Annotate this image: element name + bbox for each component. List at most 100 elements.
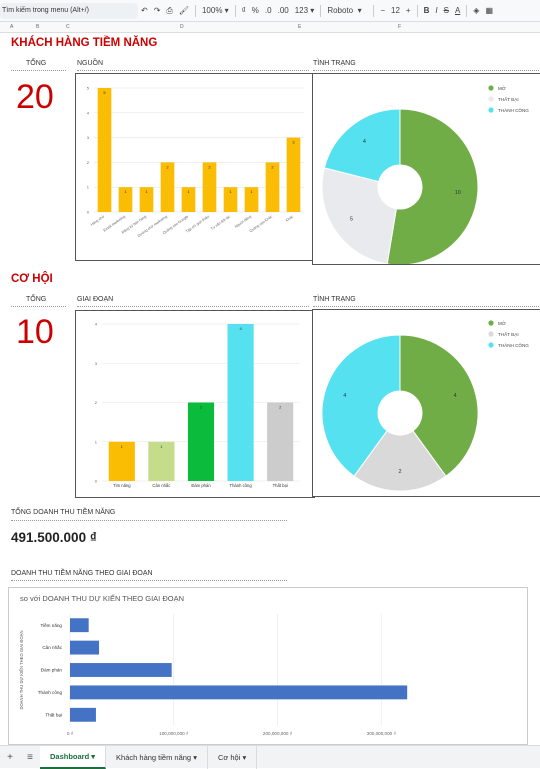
bar	[70, 618, 89, 633]
bar-data-label: 1	[145, 189, 148, 194]
leads-title: KHÁCH HÀNG TIỀM NĂNG	[11, 37, 158, 49]
tab-opportunities[interactable]: Cơ hội ▾	[208, 745, 258, 769]
opps-total-value: 10	[16, 313, 54, 351]
y-tick-label: 3	[87, 135, 90, 140]
y-tick-label: Thất bại	[45, 712, 62, 717]
legend-label: THẤT BẠI	[498, 331, 519, 337]
pie-slice	[386, 108, 479, 266]
bar-data-label: 3	[292, 140, 295, 145]
strikethrough-button[interactable]: S	[443, 6, 449, 15]
y-tick-label: Tiềm năng	[40, 623, 62, 628]
column-c-header[interactable]: C	[66, 24, 70, 30]
opps-total-label: TỔNG	[26, 296, 47, 303]
toolbar: Tìm kiếm trong menu (Alt+/) ↶ ↷ ⎙ 🖌 100%…	[0, 0, 540, 22]
leads-status-chart[interactable]: 10 5 4 MỞ THẤT BẠI THÀNH CÔNG	[312, 73, 540, 266]
x-tick-label: 100,000,000 ₫	[159, 731, 188, 736]
x-tick-label: 300,000,000 ₫	[367, 731, 396, 736]
slice-data-label: 5	[350, 217, 353, 223]
legend-label: MỞ	[498, 320, 506, 326]
revenue-total-value: 491.500.000 ₫	[11, 530, 97, 545]
legend-swatch	[488, 96, 494, 102]
bar	[70, 685, 408, 700]
revenue-total-label: TỔNG DOANH THU TIỀM NĂNG	[11, 509, 116, 516]
menu-search-input[interactable]: Tìm kiếm trong menu (Alt+/)	[0, 2, 138, 19]
bar-data-label: 1	[160, 444, 163, 449]
bar-data-label: 1	[229, 189, 232, 194]
slice-data-label: 4	[343, 393, 346, 399]
opps-status-label: TÌNH TRẠNG	[313, 296, 356, 303]
revenue-chart-title: so với DOANH THU DỰ KIẾN THEO GIAI ĐOẠN	[20, 594, 184, 603]
column-a-header[interactable]: A	[10, 24, 14, 30]
more-formats-button[interactable]: 123 ▾	[294, 6, 315, 15]
x-tick-label: Tập chí giới thiệu	[185, 215, 210, 234]
x-tick-label: Quảng cáo Khác	[249, 214, 273, 233]
bar-data-label: 4	[239, 326, 242, 331]
legend-label: THÀNH CÔNG	[498, 342, 529, 348]
text-color-button[interactable]: A	[454, 6, 461, 15]
y-tick-label: Đàm phán	[41, 668, 63, 673]
bar	[97, 88, 112, 212]
bar	[227, 324, 254, 481]
decrease-decimal-button[interactable]: .0	[264, 6, 272, 15]
bar	[70, 707, 96, 722]
paint-format-icon[interactable]: 🖌	[178, 6, 189, 15]
revenue-by-stage-label: DOANH THU TIỀM NĂNG THEO GIAI ĐOẠN	[11, 570, 153, 577]
x-tick-label: 0 ₫	[67, 731, 73, 736]
bar	[148, 441, 175, 481]
sheet-grid: KHÁCH HÀNG TIỀM NĂNG TỔNG 20 NGUỒN TÌNH …	[0, 33, 540, 745]
font-size-input[interactable]: 12	[391, 6, 400, 15]
bar	[267, 402, 294, 481]
leads-status-label: TÌNH TRẠNG	[313, 60, 356, 67]
column-f-header[interactable]: F	[398, 24, 402, 30]
opps-title: CƠ HỘI	[11, 273, 53, 285]
currency-format-button[interactable]: ₫	[241, 6, 246, 15]
bold-button[interactable]: B	[423, 6, 430, 15]
font-size-decrease-button[interactable]: −	[380, 6, 385, 15]
bar-data-label: 2	[279, 405, 282, 410]
add-sheet-icon[interactable]: +	[7, 751, 13, 763]
bar-data-label: 1	[250, 189, 253, 194]
bar-data-label: 2	[271, 164, 274, 169]
leads-source-chart[interactable]: 0 1 2 3 4 5 5 Hàng chờ 1 Email marketing 1 Đăng ký …	[75, 73, 315, 261]
sheet-tabs-bar: + ≡ Dashboard ▾ Khách hàng tiềm năng ▾ C…	[0, 745, 540, 769]
bar	[70, 663, 172, 677]
y-tick-label: Thành công	[38, 690, 63, 695]
column-b-header[interactable]: B	[36, 24, 40, 30]
tab-leads[interactable]: Khách hàng tiềm năng ▾	[106, 745, 208, 769]
undo-icon[interactable]: ↶	[141, 6, 148, 15]
revenue-chart[interactable]: so với DOANH THU DỰ KIẾN THEO GIAI ĐOẠN …	[8, 587, 528, 745]
italic-button[interactable]: I	[435, 6, 438, 15]
x-tick-label: Thành công	[230, 483, 253, 488]
print-icon[interactable]: ⎙	[166, 5, 173, 15]
increase-decimal-button[interactable]: .00	[277, 6, 289, 15]
bar-data-label: 5	[103, 90, 106, 95]
x-tick-label: Tìm năng	[113, 483, 131, 488]
x-tick-label: Tư vấn đối tác	[210, 214, 231, 231]
x-tick-label: 200,000,000 ₫	[263, 731, 292, 736]
bar	[187, 402, 215, 481]
percent-format-button[interactable]: %	[251, 6, 259, 15]
tab-dashboard[interactable]: Dashboard ▾	[40, 745, 107, 769]
bar-data-label: 2	[166, 164, 169, 169]
y-tick-label: 3	[95, 361, 98, 366]
fill-color-icon[interactable]: ◈	[473, 6, 480, 15]
opps-stage-chart[interactable]: 0 1 2 3 4 1 Tìm năng 1 Cân nhắc 2 Đàm phán 4 Thành c…	[75, 310, 315, 498]
borders-icon[interactable]: ▦	[485, 6, 493, 15]
font-size-increase-button[interactable]: +	[405, 6, 411, 15]
bar	[181, 187, 196, 212]
column-d-header[interactable]: D	[180, 24, 184, 30]
x-tick-label: Khác	[285, 214, 294, 222]
zoom-select[interactable]: 100% ▾	[201, 6, 229, 15]
pie-slice	[399, 334, 479, 477]
legend-swatch	[488, 107, 494, 113]
all-sheets-icon[interactable]: ≡	[27, 751, 33, 763]
legend-label: MỞ	[498, 85, 506, 91]
redo-icon[interactable]: ↷	[153, 6, 161, 15]
slice-data-label: 4	[454, 393, 457, 399]
legend-swatch	[488, 342, 494, 348]
column-e-header[interactable]: E	[298, 24, 302, 30]
font-select[interactable]: Roboto ▾	[327, 6, 362, 15]
y-tick-label: 5	[87, 86, 90, 91]
opps-status-chart[interactable]: 4 2 4 MỞ THẤT BẠI THÀNH CÔNG	[312, 309, 540, 497]
bar	[265, 162, 280, 212]
